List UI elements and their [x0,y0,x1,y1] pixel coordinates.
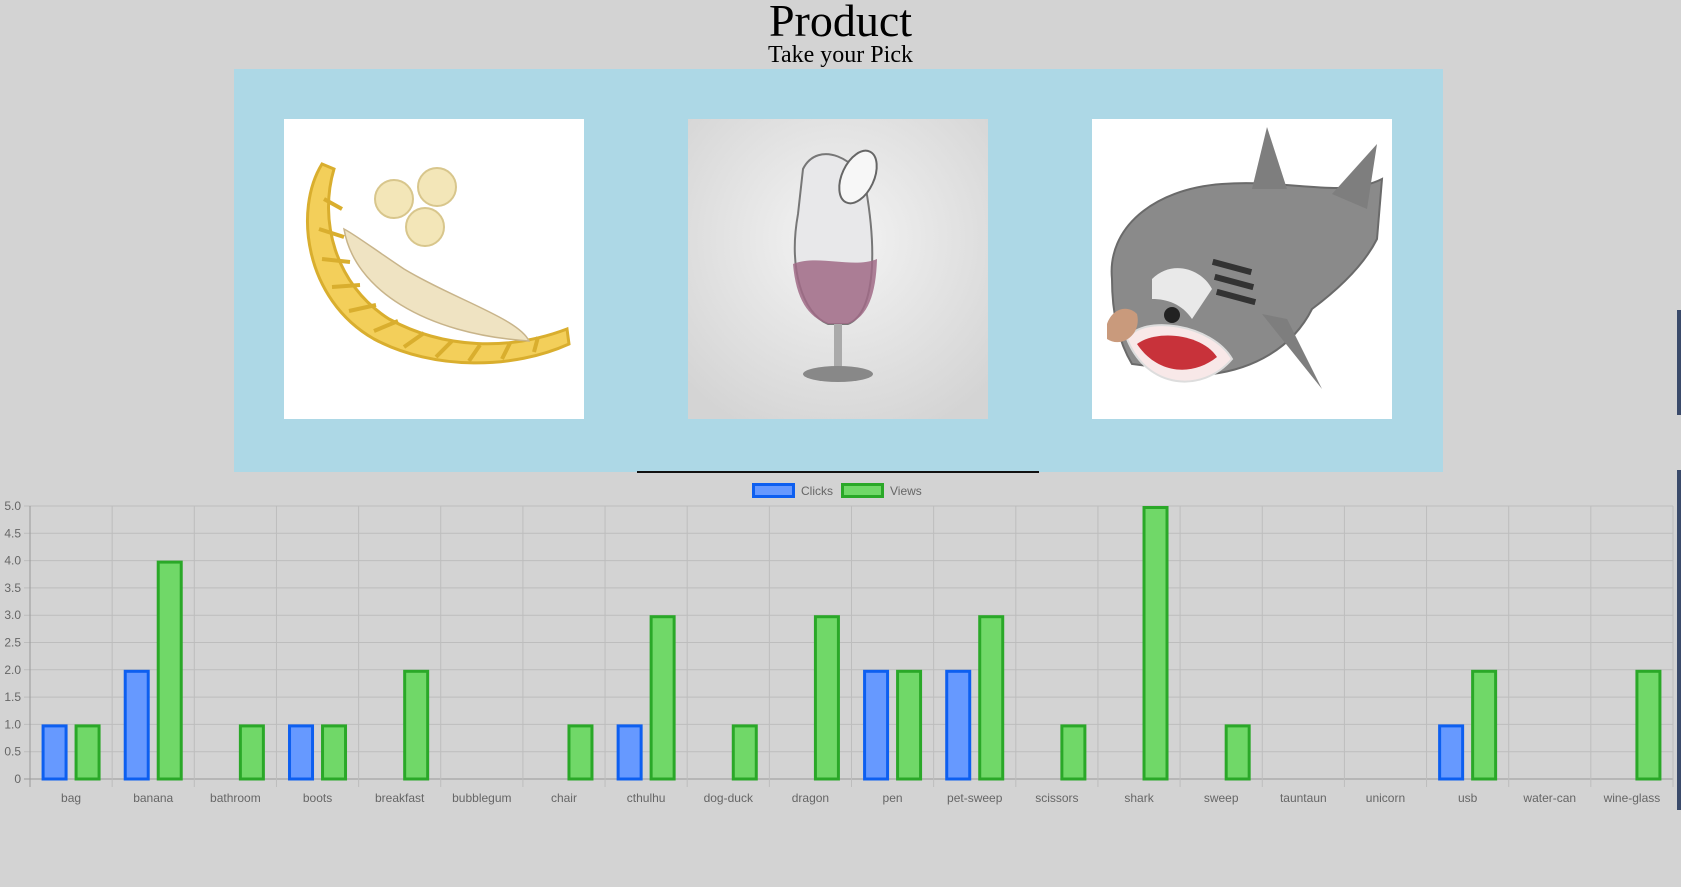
x-tick-label: boots [303,791,332,805]
bar-views[interactable] [238,724,265,781]
y-tick-label: 2.0 [4,663,21,677]
bar-views[interactable] [649,615,676,781]
chart-grid [24,505,1674,787]
product-shark[interactable] [1092,119,1392,419]
bar-clicks[interactable] [945,669,972,781]
x-tick-label: dragon [792,791,829,805]
x-tick-label: shark [1124,791,1154,805]
y-tick-label: 1.0 [4,717,21,731]
divider-line [637,471,1039,473]
x-tick-label: bubblegum [452,791,511,805]
bar-clicks[interactable] [41,724,68,781]
y-tick-label: 5.0 [4,499,21,513]
y-tick-label: 1.5 [4,690,21,704]
x-tick-label: scissors [1035,791,1078,805]
chart-bars [41,506,1662,781]
product-banana[interactable] [284,119,584,419]
x-tick-label: bathroom [210,791,261,805]
x-tick-label: chair [551,791,577,805]
bar-clicks[interactable] [123,669,150,781]
x-tick-label: breakfast [375,791,425,805]
bar-views[interactable] [1471,669,1498,781]
x-tick-label: cthulhu [627,791,666,805]
x-tick-label: wine-glass [1603,791,1661,805]
page-title: Product [768,0,913,46]
x-tick-label: unicorn [1366,791,1405,805]
bar-views[interactable] [1635,669,1662,781]
x-tick-label: bag [61,791,81,805]
bar-views[interactable] [321,724,348,781]
x-tick-label: usb [1458,791,1478,805]
bar-clicks[interactable] [863,669,890,781]
x-tick-label: water-can [1522,791,1576,805]
scrollbar-fragment [1677,470,1681,810]
bar-clicks[interactable] [1438,724,1465,781]
bar-views[interactable] [156,560,183,781]
bar-clicks[interactable] [616,724,643,781]
bar-views[interactable] [403,669,430,781]
bar-views[interactable] [74,724,101,781]
bar-views[interactable] [1060,724,1087,781]
y-tick-label: 0.5 [4,745,21,759]
bar-views[interactable] [978,615,1005,781]
bar-views[interactable] [896,669,923,781]
shark-sleeping-bag-image [1092,119,1392,419]
y-tick-label: 2.5 [4,636,21,650]
bar-views[interactable] [731,724,758,781]
bar-views[interactable] [1224,724,1251,781]
chart-legend[interactable]: Clicks Views [752,483,922,498]
x-tick-label: pet-sweep [947,791,1003,805]
x-tick-label: banana [133,791,173,805]
bar-views[interactable] [567,724,594,781]
bar-views[interactable] [813,615,840,781]
y-tick-label: 0 [14,772,21,786]
scrollbar-fragment [1677,310,1681,415]
product-picker-panel [234,69,1443,472]
legend-label-clicks[interactable]: Clicks [801,484,833,498]
wine-glass-image [688,119,988,419]
legend-swatch-clicks[interactable] [752,483,795,498]
y-tick-label: 3.0 [4,608,21,622]
product-wine-glass[interactable] [688,119,988,419]
clicks-views-bar-chart: Clicks Views 0 0.5 1.0 1.5 2.0 2.5 3.0 3.5 4.0 4.5… [4,483,1674,805]
x-tick-label: sweep [1204,791,1239,805]
legend-label-views[interactable]: Views [890,484,922,498]
page-subtitle: Take your Pick [768,42,913,68]
x-tick-label: pen [883,791,903,805]
y-axis: 0 0.5 1.0 1.5 2.0 2.5 3.0 3.5 4.0 4.5 5.0 [4,499,21,786]
x-tick-label: dog-duck [704,791,754,805]
y-tick-label: 4.5 [4,526,21,540]
y-tick-label: 3.5 [4,581,21,595]
banana-slicer-image [284,119,584,419]
x-axis: bag banana bathroom boots breakfast bubblegum… [61,791,1660,805]
bar-clicks[interactable] [288,724,315,781]
x-tick-label: tauntaun [1280,791,1327,805]
bar-views[interactable] [1142,506,1169,781]
y-tick-label: 4.0 [4,554,21,568]
legend-swatch-views[interactable] [841,483,884,498]
